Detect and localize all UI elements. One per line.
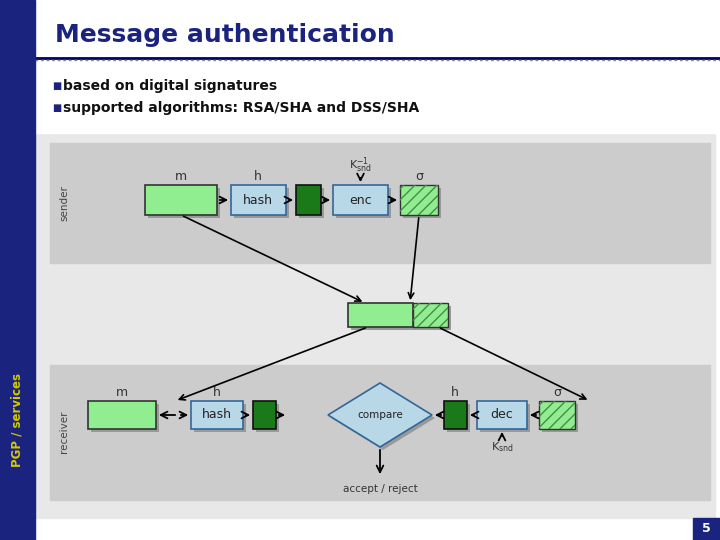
Bar — [336, 188, 391, 218]
Text: m: m — [175, 171, 187, 184]
Text: Message authentication: Message authentication — [55, 23, 395, 47]
Bar — [148, 188, 220, 218]
Text: hash: hash — [243, 193, 273, 206]
Text: h: h — [213, 386, 221, 399]
Bar — [231, 185, 286, 215]
Bar — [50, 143, 710, 263]
Bar — [145, 185, 217, 215]
Bar — [400, 185, 438, 215]
Bar — [91, 404, 159, 432]
Text: compare: compare — [357, 410, 403, 420]
Text: PGP / services: PGP / services — [11, 373, 24, 467]
Polygon shape — [328, 383, 432, 447]
Text: K$_{\mathregular{snd}}^{-1}$: K$_{\mathregular{snd}}^{-1}$ — [349, 155, 372, 175]
Polygon shape — [331, 386, 435, 450]
Text: h: h — [254, 171, 262, 184]
Bar — [693, 518, 720, 540]
Text: σ: σ — [415, 171, 423, 184]
Text: supported algorithms: RSA/SHA and DSS/SHA: supported algorithms: RSA/SHA and DSS/SH… — [63, 101, 419, 115]
Bar — [480, 404, 530, 432]
Bar — [35, 0, 720, 58]
Text: 5: 5 — [701, 523, 711, 536]
Bar — [539, 401, 575, 429]
Bar — [447, 404, 470, 432]
Text: receiver: receiver — [59, 411, 69, 453]
Bar — [416, 306, 451, 330]
Bar — [348, 303, 413, 327]
Bar — [403, 188, 441, 218]
Bar — [0, 0, 35, 540]
Text: ■: ■ — [52, 103, 61, 113]
Bar — [191, 401, 243, 429]
Bar — [542, 404, 578, 432]
Bar — [413, 303, 448, 327]
Bar — [35, 133, 715, 518]
Bar — [477, 401, 527, 429]
Bar — [35, 58, 720, 133]
Bar — [234, 188, 289, 218]
Bar — [296, 185, 321, 215]
Text: sender: sender — [59, 185, 69, 221]
Bar — [413, 303, 448, 327]
Bar — [333, 185, 388, 215]
Bar — [88, 401, 156, 429]
Text: hash: hash — [202, 408, 232, 422]
Bar — [400, 185, 438, 215]
Bar — [194, 404, 246, 432]
Text: m: m — [116, 386, 128, 399]
Bar — [299, 188, 324, 218]
Text: K$_{\mathregular{snd}}$: K$_{\mathregular{snd}}$ — [491, 440, 513, 454]
Bar — [256, 404, 279, 432]
Text: enc: enc — [349, 193, 372, 206]
Bar — [50, 365, 710, 500]
Bar — [253, 401, 276, 429]
Text: accept / reject: accept / reject — [343, 484, 418, 494]
Text: σ: σ — [553, 386, 561, 399]
Bar — [444, 401, 467, 429]
Bar — [539, 401, 575, 429]
Bar — [351, 306, 416, 330]
Text: h: h — [451, 386, 459, 399]
Text: ■: ■ — [52, 81, 61, 91]
Text: based on digital signatures: based on digital signatures — [63, 79, 277, 93]
Text: dec: dec — [490, 408, 513, 422]
